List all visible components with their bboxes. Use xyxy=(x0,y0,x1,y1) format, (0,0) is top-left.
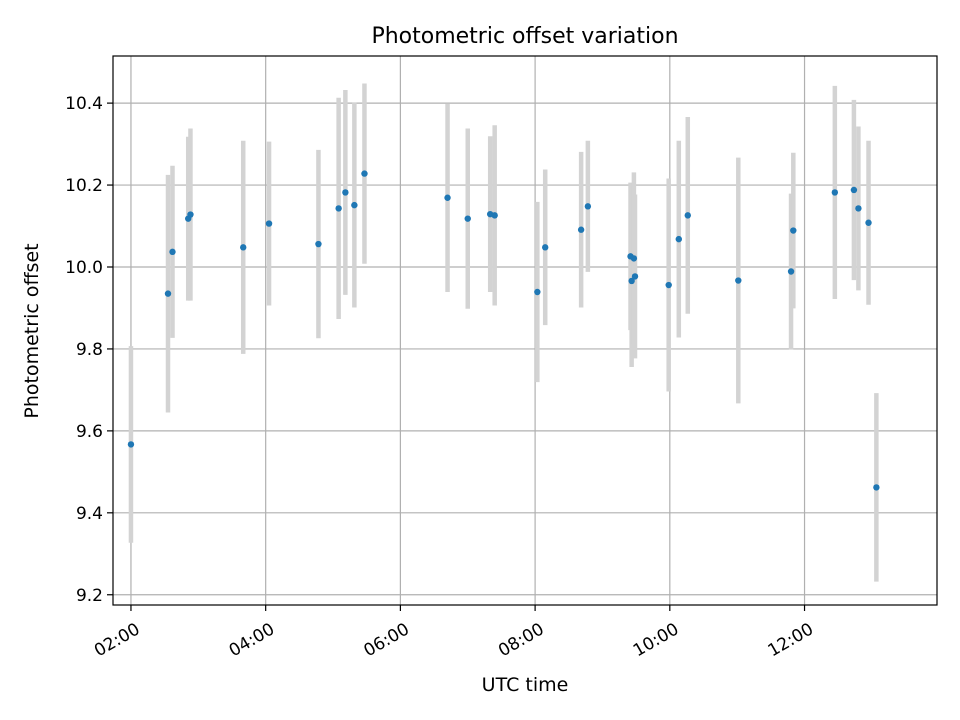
data-point xyxy=(850,186,858,194)
y-tick-label: 10.4 xyxy=(65,94,103,114)
y-tick-label: 9.6 xyxy=(76,422,103,442)
data-point xyxy=(315,240,322,248)
data-point xyxy=(464,215,471,222)
data-point xyxy=(127,441,135,448)
data-point xyxy=(831,189,839,196)
y-tick-label: 9.4 xyxy=(76,504,103,524)
data-point xyxy=(169,248,176,256)
data-point xyxy=(444,194,451,201)
y-tick-label: 10.2 xyxy=(65,176,103,196)
data-point xyxy=(335,205,342,212)
data-points xyxy=(127,170,880,491)
data-point xyxy=(491,212,498,219)
y-axis-label: Photometric offset xyxy=(21,243,43,418)
data-point xyxy=(628,277,635,285)
data-point xyxy=(630,255,638,262)
chart-title: Photometric offset variation xyxy=(371,24,678,49)
y-tick-label: 9.8 xyxy=(76,340,103,360)
plot-frame xyxy=(112,55,938,606)
data-point xyxy=(534,288,541,296)
data-point xyxy=(351,201,358,209)
data-point xyxy=(735,277,742,284)
data-point xyxy=(631,273,639,280)
x-tick-label: 06:00 xyxy=(360,619,412,661)
data-point xyxy=(342,189,349,196)
y-tick-label: 9.2 xyxy=(76,586,103,606)
x-tick-label: 12:00 xyxy=(765,619,817,661)
y-tick-label: 10.0 xyxy=(65,258,103,278)
data-point xyxy=(855,205,862,212)
data-point xyxy=(240,244,247,251)
x-tick-label: 04:00 xyxy=(226,619,278,661)
data-point xyxy=(665,281,672,289)
data-point xyxy=(790,227,797,234)
data-point xyxy=(187,211,194,218)
x-tick-label: 10:00 xyxy=(630,619,682,661)
data-point xyxy=(675,235,682,243)
data-point xyxy=(265,220,273,227)
data-point xyxy=(787,268,795,275)
x-tick-label: 08:00 xyxy=(495,619,547,661)
x-tick-label: 02:00 xyxy=(91,619,143,661)
data-point xyxy=(684,212,691,219)
data-point xyxy=(584,203,592,210)
data-point xyxy=(361,170,368,177)
data-point xyxy=(865,219,872,226)
data-point xyxy=(577,226,585,233)
data-point xyxy=(873,484,880,491)
plot-background xyxy=(113,56,937,605)
x-axis-label: UTC time xyxy=(482,674,569,696)
data-point xyxy=(542,244,549,251)
data-point xyxy=(164,290,172,297)
